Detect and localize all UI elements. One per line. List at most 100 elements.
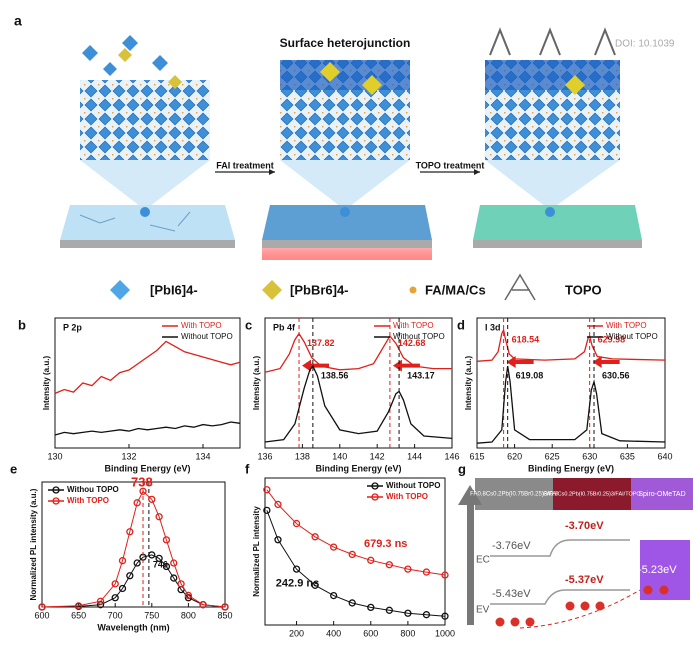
layer-header: FA0.8Cs0.2Pb(I0.75Br0.25)3/FAI	[470, 492, 558, 498]
peak-label: 142.68	[398, 338, 426, 348]
point	[367, 603, 375, 612]
point	[162, 562, 171, 571]
y-axis-label: Normalized PL intensity	[252, 506, 261, 597]
peak-label: 630.56	[602, 371, 630, 381]
series-line	[41, 490, 226, 608]
point	[311, 533, 319, 541]
series-line	[266, 489, 446, 576]
point	[422, 611, 431, 619]
legend-label: Without TOPO	[386, 481, 440, 490]
peak-label: 137.82	[307, 338, 335, 348]
panel-label: e	[10, 461, 17, 476]
step-label: TOPO treatment	[416, 160, 485, 170]
series-line	[266, 510, 446, 617]
point	[184, 591, 193, 600]
level-label: -3.76eV	[492, 540, 531, 552]
series-line	[54, 421, 241, 436]
x-tick-label: 400	[326, 628, 341, 638]
legend-label: Without TOPO	[606, 332, 658, 341]
level-label: -3.70eV	[565, 520, 604, 532]
legend-label: With TOPO	[67, 496, 109, 505]
x-tick-label: 800	[400, 628, 415, 638]
series-line	[264, 364, 453, 443]
x-tick-label: 200	[289, 628, 304, 638]
point	[162, 536, 171, 544]
point	[155, 554, 163, 563]
plot-frame	[41, 481, 226, 608]
annotation: 679.3 ns	[364, 538, 407, 550]
point	[74, 602, 83, 610]
peak-label: 738	[131, 475, 153, 490]
point	[133, 499, 141, 507]
legend-label: Withou TOPO	[67, 485, 119, 494]
x-tick-label: 650	[71, 610, 86, 620]
point	[126, 528, 134, 536]
point	[367, 556, 375, 564]
point	[348, 599, 356, 607]
x-tick-label: 615	[469, 451, 484, 461]
plot-frame	[54, 317, 241, 449]
panel-label: a	[14, 13, 22, 29]
panel-label: d	[457, 317, 465, 332]
plot-frame	[476, 317, 666, 449]
x-tick-label: 700	[108, 610, 123, 620]
point	[422, 568, 431, 576]
series-line	[476, 366, 666, 444]
point	[221, 603, 229, 611]
point	[38, 603, 46, 611]
energy-diagram	[458, 478, 693, 629]
layer-header: Spiro-OMeTAD	[638, 491, 685, 498]
doi: DOI: 10.1039	[615, 39, 675, 50]
point	[292, 519, 301, 528]
series-line	[41, 554, 226, 608]
legend-label: [PbBr6]4-	[290, 282, 349, 297]
x-tick-label: 140	[332, 451, 347, 461]
x-tick-label: 138	[295, 451, 310, 461]
point	[292, 565, 301, 573]
y-axis-label: Normalized PL intensity (a.u.)	[29, 488, 38, 600]
x-tick-label: 640	[657, 451, 672, 461]
point	[170, 574, 178, 582]
x-tick-label: 136	[257, 451, 272, 461]
legend-label: With TOPO	[393, 321, 434, 330]
x-axis-label: Wavelength (nm)	[97, 622, 169, 632]
legend-label: Without TOPO	[181, 332, 233, 341]
chart-title: I 3d	[485, 322, 501, 332]
legend-label: FA/MA/Cs	[425, 282, 486, 297]
x-tick-label: 142	[370, 451, 385, 461]
series-line	[54, 340, 241, 394]
point	[404, 565, 412, 573]
point	[111, 594, 119, 602]
plot-frame	[264, 317, 453, 449]
x-tick-label: 134	[195, 451, 210, 461]
legend-label: With TOPO	[606, 321, 647, 330]
point	[311, 581, 319, 589]
x-tick-label: 630	[582, 451, 597, 461]
panel-label: b	[18, 317, 26, 332]
plot-frame	[264, 477, 446, 626]
y-axis-label: Intensity (a.u.)	[252, 356, 261, 411]
level-label: -5.37eV	[565, 574, 604, 586]
point	[274, 536, 282, 544]
peak-label: 618.54	[512, 334, 540, 344]
band-label: EC	[476, 555, 490, 566]
x-tick-label: 850	[217, 610, 232, 620]
x-tick-label: 620	[507, 451, 522, 461]
legend-label: Without TOPO	[393, 332, 445, 341]
chart-title: Pb 4f	[273, 322, 296, 332]
x-tick-label: 635	[620, 451, 635, 461]
point	[170, 559, 178, 567]
point	[118, 557, 127, 565]
point	[330, 543, 338, 551]
x-tick-label: 750	[144, 610, 159, 620]
y-axis-label: Intensity (a.u.)	[464, 356, 473, 411]
point	[199, 601, 207, 609]
point	[263, 486, 271, 494]
point	[96, 597, 105, 605]
x-tick-label: 130	[47, 451, 62, 461]
x-axis-label: Binding Energy (eV)	[528, 463, 614, 473]
peak-label: 629.98	[598, 334, 626, 344]
point	[133, 559, 141, 567]
